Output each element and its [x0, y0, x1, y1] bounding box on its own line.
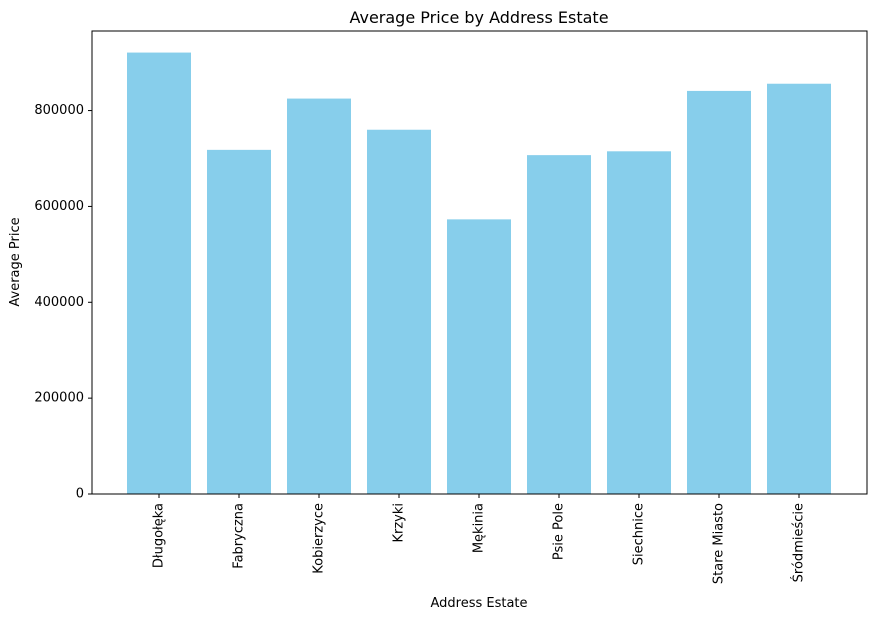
- x-tick-label: Długołęka: [152, 503, 167, 568]
- x-tick-label: Mękinia: [472, 503, 487, 553]
- y-tick-label: 400000: [34, 295, 84, 310]
- bar-4: [447, 219, 511, 495]
- x-tick-label: Siechnice: [632, 503, 647, 565]
- y-tick-label: 800000: [34, 103, 84, 118]
- bar-2: [287, 98, 351, 494]
- bar-6: [607, 151, 671, 494]
- x-axis-ticks: Długołęka Fabryczna Kobierzyce Krzyki Mękini…: [152, 494, 807, 584]
- chart-title: Average Price by Address Estate: [349, 8, 608, 27]
- bar-8: [767, 83, 831, 494]
- bar-5: [527, 155, 591, 494]
- x-tick-label: Psie Pole: [552, 503, 567, 560]
- y-tick-label: 0: [76, 487, 84, 502]
- x-tick-label: Krzyki: [392, 503, 407, 543]
- y-tick-label: 200000: [34, 391, 84, 406]
- plot-frame: [91, 30, 868, 495]
- bar-3: [367, 129, 431, 494]
- bar-7: [687, 90, 751, 494]
- bar-0: [127, 52, 191, 494]
- bar-1: [207, 149, 271, 494]
- x-tick-label: Kobierzyce: [312, 503, 327, 574]
- x-tick-label: Stare Miasto: [712, 503, 727, 584]
- x-tick-label: Śródmieście: [791, 503, 807, 582]
- bars-group: [127, 52, 831, 495]
- y-tick-label: 600000: [34, 199, 84, 214]
- y-axis-label: Average Price: [8, 217, 23, 306]
- x-axis-label: Address Estate: [430, 596, 527, 611]
- y-axis-ticks: 0 200000 400000 600000 800000: [34, 103, 92, 502]
- x-tick-label: Fabryczna: [232, 503, 247, 569]
